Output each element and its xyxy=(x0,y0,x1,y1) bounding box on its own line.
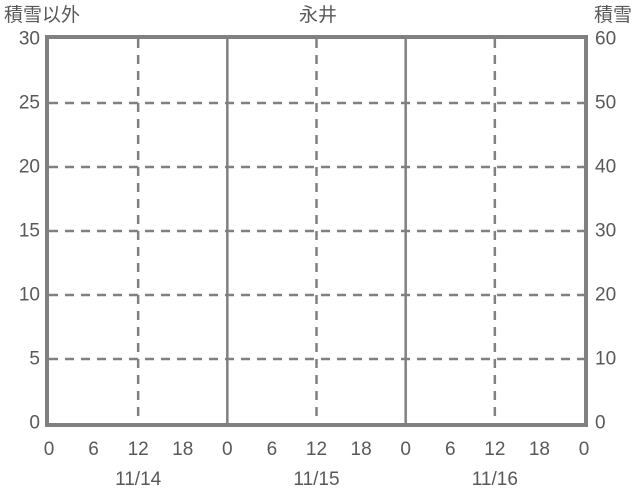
right-axis-tick-labels: 0 10 20 30 40 50 60 xyxy=(595,0,636,501)
x-axis-hour-tick-label: 18 xyxy=(350,439,372,460)
left-axis-tick-label: 20 xyxy=(18,156,40,178)
x-axis-hour-tick-label: 12 xyxy=(305,439,328,460)
x-axis-hour-tick-label: 0 xyxy=(43,439,55,460)
grid-lines xyxy=(49,39,584,423)
left-axis-tick-label: 25 xyxy=(18,92,40,114)
left-axis-tick-label: 5 xyxy=(29,348,40,370)
x-axis-hour-tick-label: 18 xyxy=(172,439,194,460)
x-axis-date-label: 11/16 xyxy=(471,469,518,490)
x-axis-hour-tick-label: 6 xyxy=(444,439,456,460)
right-axis-tick-label: 30 xyxy=(595,220,617,242)
x-axis-hour-tick-label: 0 xyxy=(578,439,590,460)
x-axis-date-label: 11/15 xyxy=(293,469,340,490)
left-axis-tick-label: 30 xyxy=(18,28,40,50)
x-axis-hour-tick-label: 6 xyxy=(266,439,278,460)
left-axis-tick-labels: 0 5 10 15 20 25 30 xyxy=(0,0,40,501)
x-axis-hour-tick-label: 6 xyxy=(88,439,99,460)
left-axis-tick-label: 15 xyxy=(18,220,40,242)
right-axis-tick-label: 50 xyxy=(595,92,617,114)
right-axis-tick-label: 20 xyxy=(595,284,617,306)
x-axis-hour-tick-label: 12 xyxy=(484,439,506,460)
left-axis-tick-label: 10 xyxy=(18,284,40,306)
left-axis-tick-label: 0 xyxy=(29,412,40,434)
x-axis-hour-tick-label: 12 xyxy=(127,439,149,460)
right-axis-tick-label: 10 xyxy=(595,348,617,370)
right-axis-tick-label: 0 xyxy=(595,412,606,434)
right-axis-tick-label: 40 xyxy=(595,156,617,178)
right-axis-tick-label: 60 xyxy=(595,28,617,50)
plot-area xyxy=(45,35,588,427)
right-axis-title: 積雪 xyxy=(593,5,632,26)
x-axis-hour-tick-label: 18 xyxy=(528,439,550,460)
left-axis-title: 積雪以外 xyxy=(4,5,81,26)
x-axis-hour-tick-label: 0 xyxy=(222,439,233,460)
chart-title: 永井 xyxy=(298,5,337,26)
x-axis-hour-tick-label: 0 xyxy=(400,439,411,460)
x-axis-date-label: 11/14 xyxy=(115,469,162,490)
